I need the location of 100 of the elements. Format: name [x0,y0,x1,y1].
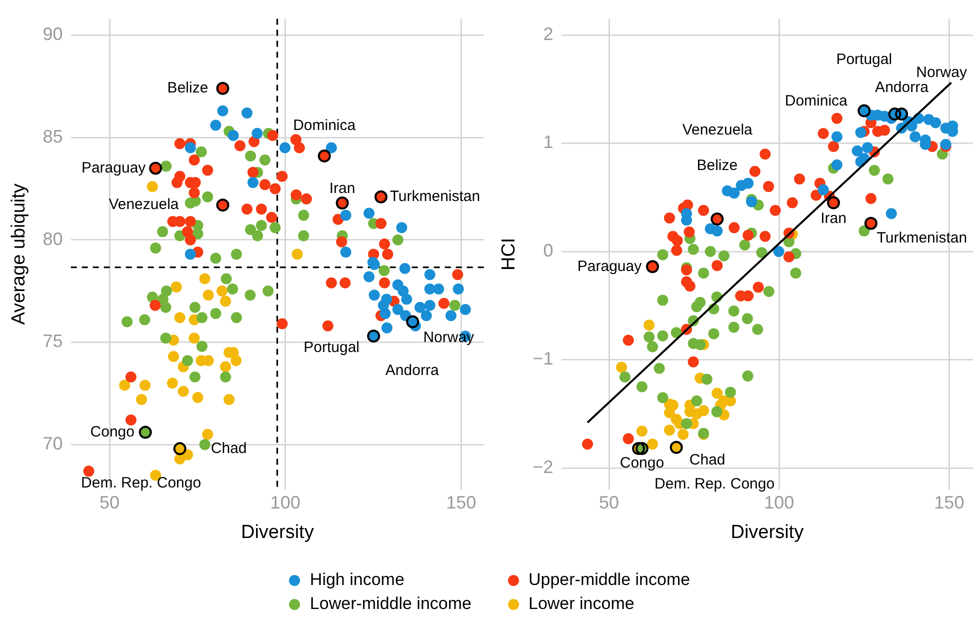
point [170,281,182,292]
point [241,204,252,215]
point [210,308,222,320]
point [184,234,196,246]
point [300,193,312,204]
point [298,210,310,221]
point [252,230,264,242]
point [160,332,172,344]
y-tick-label: −2 [532,456,554,477]
point [424,300,436,311]
point [712,225,723,236]
point [698,405,710,416]
point [684,280,696,292]
point [245,224,256,236]
point [199,273,210,284]
point [136,394,147,406]
point [728,222,740,234]
point [188,187,200,198]
point [189,372,200,383]
point [202,290,214,301]
point [292,248,303,260]
point [196,340,208,352]
point [698,268,710,279]
x-tick-label: 50 [99,492,120,512]
point [886,208,897,220]
point [125,414,136,426]
point [678,428,689,440]
point [882,173,894,184]
point [704,246,716,257]
point [657,249,668,260]
point [818,184,829,196]
point [270,222,281,234]
point [174,312,186,324]
point [220,296,232,307]
point [259,179,270,190]
point [340,210,352,221]
point [160,286,172,297]
x-axis-title: Diversity [240,522,314,543]
point [763,286,774,298]
point [760,148,771,160]
point [241,107,252,118]
point [184,142,196,154]
annotation: Norway [916,64,968,82]
annotation: Andorra [875,79,930,96]
point [245,150,256,162]
point [691,395,702,406]
point [122,316,133,328]
point [378,265,390,276]
point [644,331,655,342]
point [828,141,840,152]
point [202,164,214,176]
point [636,426,648,437]
point [182,449,194,460]
point [199,439,210,450]
y-tick-label: 85 [42,126,63,146]
point [664,212,676,224]
annotation: Portugal [836,50,892,68]
point [202,191,214,202]
annotation: Chad [689,452,726,469]
point [368,290,380,301]
point [217,105,228,116]
point [252,128,263,139]
point [742,313,753,324]
legend-label: Lower-middle income [310,594,472,614]
point [322,320,334,332]
point [401,294,412,305]
point [701,374,712,385]
point [174,138,186,150]
point [724,386,736,398]
point [220,361,232,372]
y-tick-label: 2 [543,24,554,44]
point [694,339,706,350]
point [783,251,794,262]
point [664,407,676,418]
point [616,362,628,373]
point [786,197,798,208]
annotation: Turkmenistan [876,229,968,246]
point [378,277,390,288]
point [398,286,409,297]
point [582,438,594,450]
point [691,301,702,312]
point [688,244,699,255]
point [168,351,179,362]
point [452,284,464,294]
point [711,406,722,418]
x-tick-label: 50 [598,492,619,512]
point [773,246,784,257]
point [382,248,394,260]
point [684,226,695,238]
point [657,294,668,306]
point [742,178,754,189]
point [247,177,258,188]
point [657,392,668,404]
point [188,332,200,344]
point [671,244,682,256]
legend-label: High income [310,570,404,590]
point [228,130,239,141]
point [810,190,822,201]
point [672,235,683,246]
point [862,142,874,154]
